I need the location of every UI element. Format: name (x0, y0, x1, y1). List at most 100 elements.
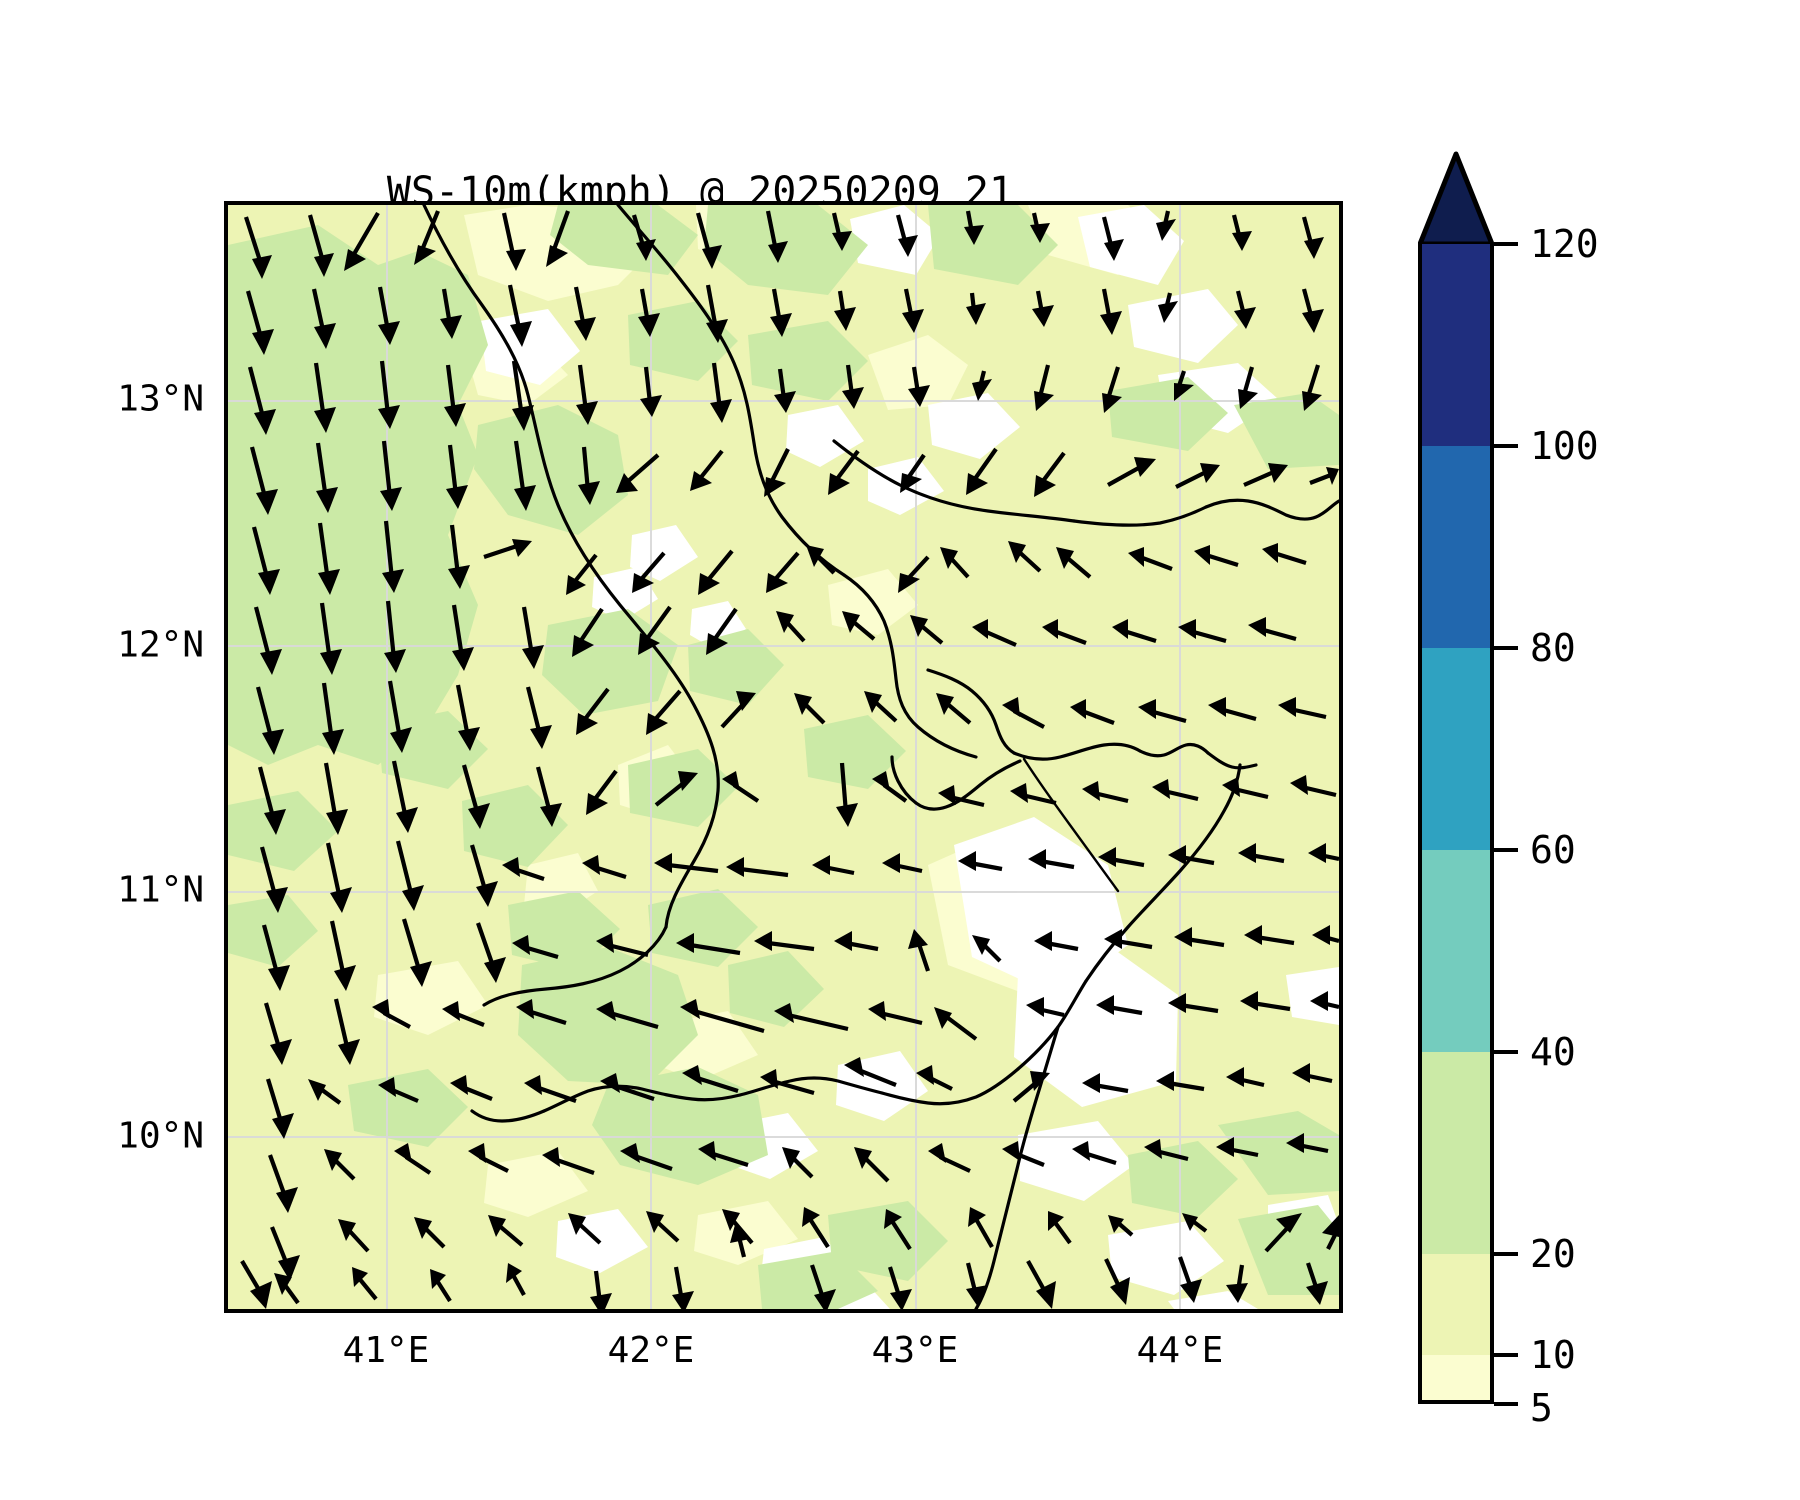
colorbar-tick-label-100: 100 (1530, 424, 1599, 468)
wind-arrow (690, 449, 724, 491)
colorbar-tick-100 (1494, 444, 1518, 448)
wind-arrow (908, 929, 930, 972)
wind-arrow (966, 447, 998, 495)
wind-arrow (333, 998, 360, 1065)
wind-arrow (958, 851, 1003, 872)
wind-arrow (380, 440, 402, 511)
colorbar-tick-5 (1494, 1402, 1518, 1406)
wind-arrow (274, 1273, 300, 1305)
wind-arrow (1222, 777, 1269, 800)
wind-arrow (1226, 1264, 1248, 1303)
wind-arrow (616, 453, 660, 493)
coastline-far-northeast (1204, 498, 1339, 521)
wind-arrow (910, 615, 944, 645)
y-tick-label-12N: 12°N (117, 624, 204, 666)
wind-arrow (1012, 1071, 1050, 1103)
wind-arrow (315, 442, 338, 513)
wind-arrow (344, 211, 380, 271)
wind-arrow (372, 999, 411, 1029)
wind-arrow (720, 691, 756, 729)
wind-arrow (586, 769, 618, 815)
wind-arrow (774, 1003, 849, 1032)
wind-arrow (265, 1078, 294, 1139)
wind-arrow (695, 212, 722, 269)
wind-arrow (764, 448, 790, 497)
border-line-south-central2 (738, 1076, 884, 1097)
wind-arrow (1002, 697, 1045, 729)
colorbar[interactable]: 120 100 80 60 40 20 10 5 (1418, 150, 1778, 1430)
wind-arrow (270, 1226, 300, 1281)
wind-arrow (1032, 290, 1054, 327)
wind-arrow (511, 360, 534, 431)
wind-arrow (455, 684, 480, 751)
wind-arrow (812, 855, 855, 876)
wind-arrow (257, 766, 286, 835)
wind-arrow (461, 764, 490, 829)
wind-arrow (908, 366, 930, 407)
wind-arrow (834, 931, 879, 952)
coastline-gulf-north (926, 668, 1016, 755)
wind-arrow (329, 920, 356, 991)
coastline-gulf-east2 (1206, 751, 1258, 770)
wind-arrow (319, 602, 342, 675)
wind-arrow (1178, 1256, 1202, 1303)
wind-arrow (600, 1073, 655, 1101)
wind-arrow (928, 1143, 971, 1173)
x-tick-label-41E: 41°E (342, 1330, 430, 1371)
wind-arrow (1238, 366, 1258, 409)
wind-arrow (323, 762, 348, 835)
wind-arrow (446, 444, 468, 509)
colorbar-tick-120 (1494, 242, 1518, 246)
wind-arrow (810, 1264, 836, 1309)
wind-arrow (972, 619, 1017, 647)
wind-arrow (476, 922, 506, 983)
wind-arrow (722, 771, 760, 803)
colorbar-segment-5-10 (1418, 1355, 1494, 1404)
wind-arrow (576, 687, 610, 735)
wind-arrow (836, 762, 858, 827)
x-tick-label-44E: 44°E (1136, 1330, 1224, 1371)
border-line-northeast (842, 573, 978, 759)
wind-arrow (450, 1075, 493, 1101)
wind-arrow (430, 1269, 452, 1303)
wind-arrow (1072, 1141, 1117, 1166)
wind-arrow (572, 607, 604, 657)
wind-arrow (263, 1002, 292, 1065)
wind-arrow (640, 366, 662, 417)
wind-arrow (968, 1207, 994, 1249)
wind-arrow (964, 210, 984, 245)
wind-arrow (578, 446, 600, 505)
colorbar-over-120-triangle (1418, 151, 1494, 246)
wind-arrow (251, 526, 280, 595)
wind-arrow (1101, 216, 1124, 261)
colorbar-segments (1418, 244, 1494, 1404)
wind-arrow (535, 766, 562, 827)
wind-arrow (546, 210, 570, 267)
wind-arrow (1306, 1262, 1328, 1305)
border-line-west-south (482, 925, 668, 1007)
wind-arrow (766, 551, 800, 593)
wind-arrow (1301, 288, 1324, 333)
border-line-north-central (616, 205, 846, 577)
wind-arrow (521, 606, 544, 669)
wind-arrow (378, 360, 400, 429)
colorbar-extend-arrow (1418, 151, 1494, 246)
shading-level-20-40-group (228, 205, 1339, 1309)
colorbar-tick-label-80: 80 (1530, 626, 1576, 670)
wind-arrow (842, 364, 864, 409)
wind-arrow (872, 771, 908, 803)
coastline-gulf-east (1138, 742, 1210, 758)
wind-arrow (488, 1215, 524, 1247)
colorbar-segment-10-20 (1418, 1254, 1494, 1355)
wind-arrow (916, 1065, 953, 1091)
y-tick-label-11N: 11°N (117, 869, 204, 911)
wind-arrow (502, 857, 545, 881)
map-plot-area[interactable] (224, 201, 1343, 1313)
wind-arrow (247, 366, 276, 435)
wind-arrow (240, 1259, 272, 1309)
wind-arrow (831, 212, 852, 251)
wind-arrow (654, 853, 719, 874)
wind-arrow (1175, 463, 1220, 489)
wind-arrow (632, 551, 666, 593)
x-tick-label-43E: 43°E (871, 1330, 959, 1371)
